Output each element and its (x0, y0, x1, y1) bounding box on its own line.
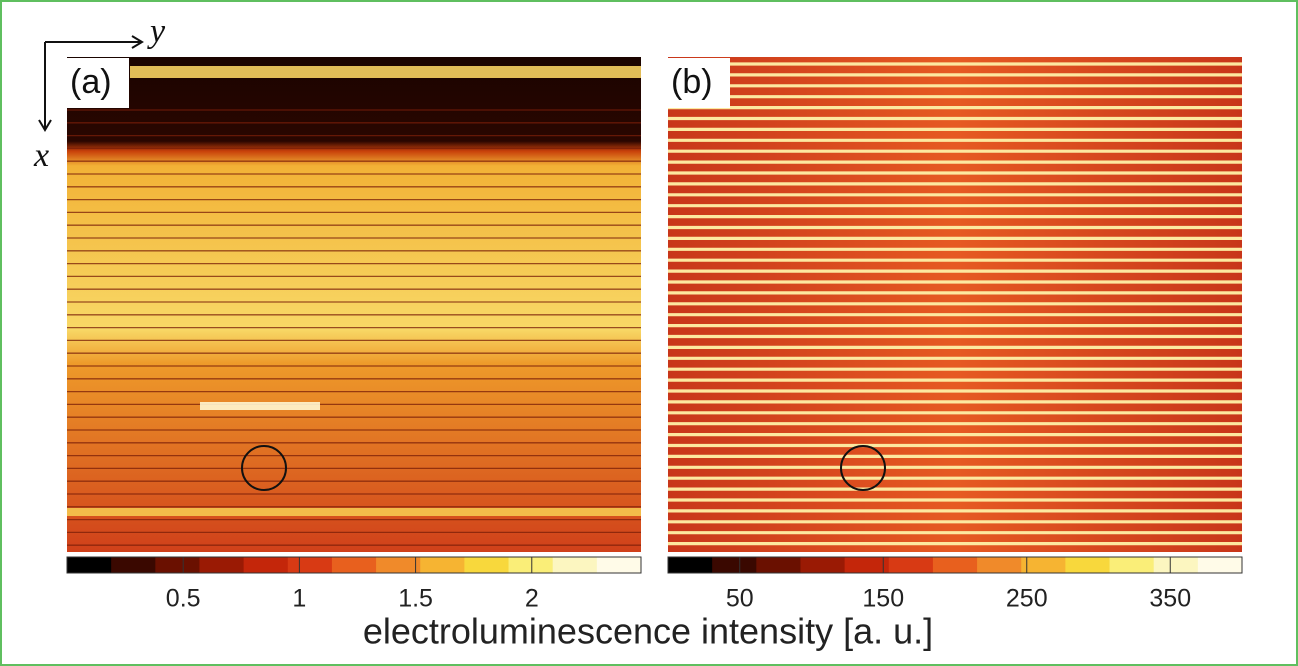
bright-band (67, 508, 641, 516)
label-box (67, 58, 129, 108)
colorbar-segment (932, 557, 978, 573)
colorbar-segment (243, 557, 289, 573)
colorbar-frame (66, 556, 642, 574)
colorbar-segment (420, 557, 465, 573)
panel-label: (a) (70, 63, 112, 101)
bright-band (200, 402, 320, 410)
colorbar-tick-label: 150 (862, 585, 904, 613)
marker-circle (840, 445, 886, 491)
colorbar-segment (800, 557, 846, 573)
marker-circle (241, 445, 287, 491)
panel-label: (b) (671, 63, 713, 101)
colorbar-segment (199, 557, 245, 573)
colorbar-tick-label: 350 (1149, 585, 1191, 613)
colorbar-tick-label: 1.5 (398, 585, 433, 613)
colorbar-tick-label: 1 (292, 585, 306, 613)
colorbar-segment (155, 557, 200, 573)
colorbar-segment (596, 557, 642, 573)
colorbar-tick-label: 0.5 (166, 585, 201, 613)
colorbar-segment (331, 557, 377, 573)
colorbar-tick-label: 50 (726, 585, 754, 613)
colorbar-segment (464, 557, 510, 573)
colorbar-segment (844, 557, 890, 573)
colorbar-segment (67, 557, 112, 573)
colorbar-segment (1065, 557, 1111, 573)
axis-arrows (38, 35, 144, 132)
colorbar-segment (1021, 557, 1066, 573)
colorbar-segment (1109, 557, 1155, 573)
colorbar-tick-label: 250 (1006, 585, 1048, 613)
label-box (668, 58, 730, 108)
colorbar-frame (667, 556, 1243, 574)
colorbar-segment (508, 557, 554, 573)
colorbar-segment (552, 557, 598, 573)
colorbar-segment (376, 557, 421, 573)
panel-b-image (668, 57, 1242, 552)
colorbar-tick-label: 2 (525, 585, 539, 613)
colorbar-segment (1153, 557, 1199, 573)
axis-label: y (147, 13, 166, 50)
colorbar-title: electroluminescence intensity [a. u.] (363, 611, 933, 652)
colorbar-segment (111, 557, 156, 573)
panel-a-image (67, 57, 641, 552)
colorbar-segment (888, 557, 934, 573)
colorbar-segment (712, 557, 757, 573)
colorbar-segment (1197, 557, 1243, 573)
colorbar-segment (287, 557, 333, 573)
colorbar-segment (977, 557, 1022, 573)
colorbar-segment (756, 557, 801, 573)
colorbar-segment (668, 557, 713, 573)
axis-label: x (33, 137, 49, 174)
